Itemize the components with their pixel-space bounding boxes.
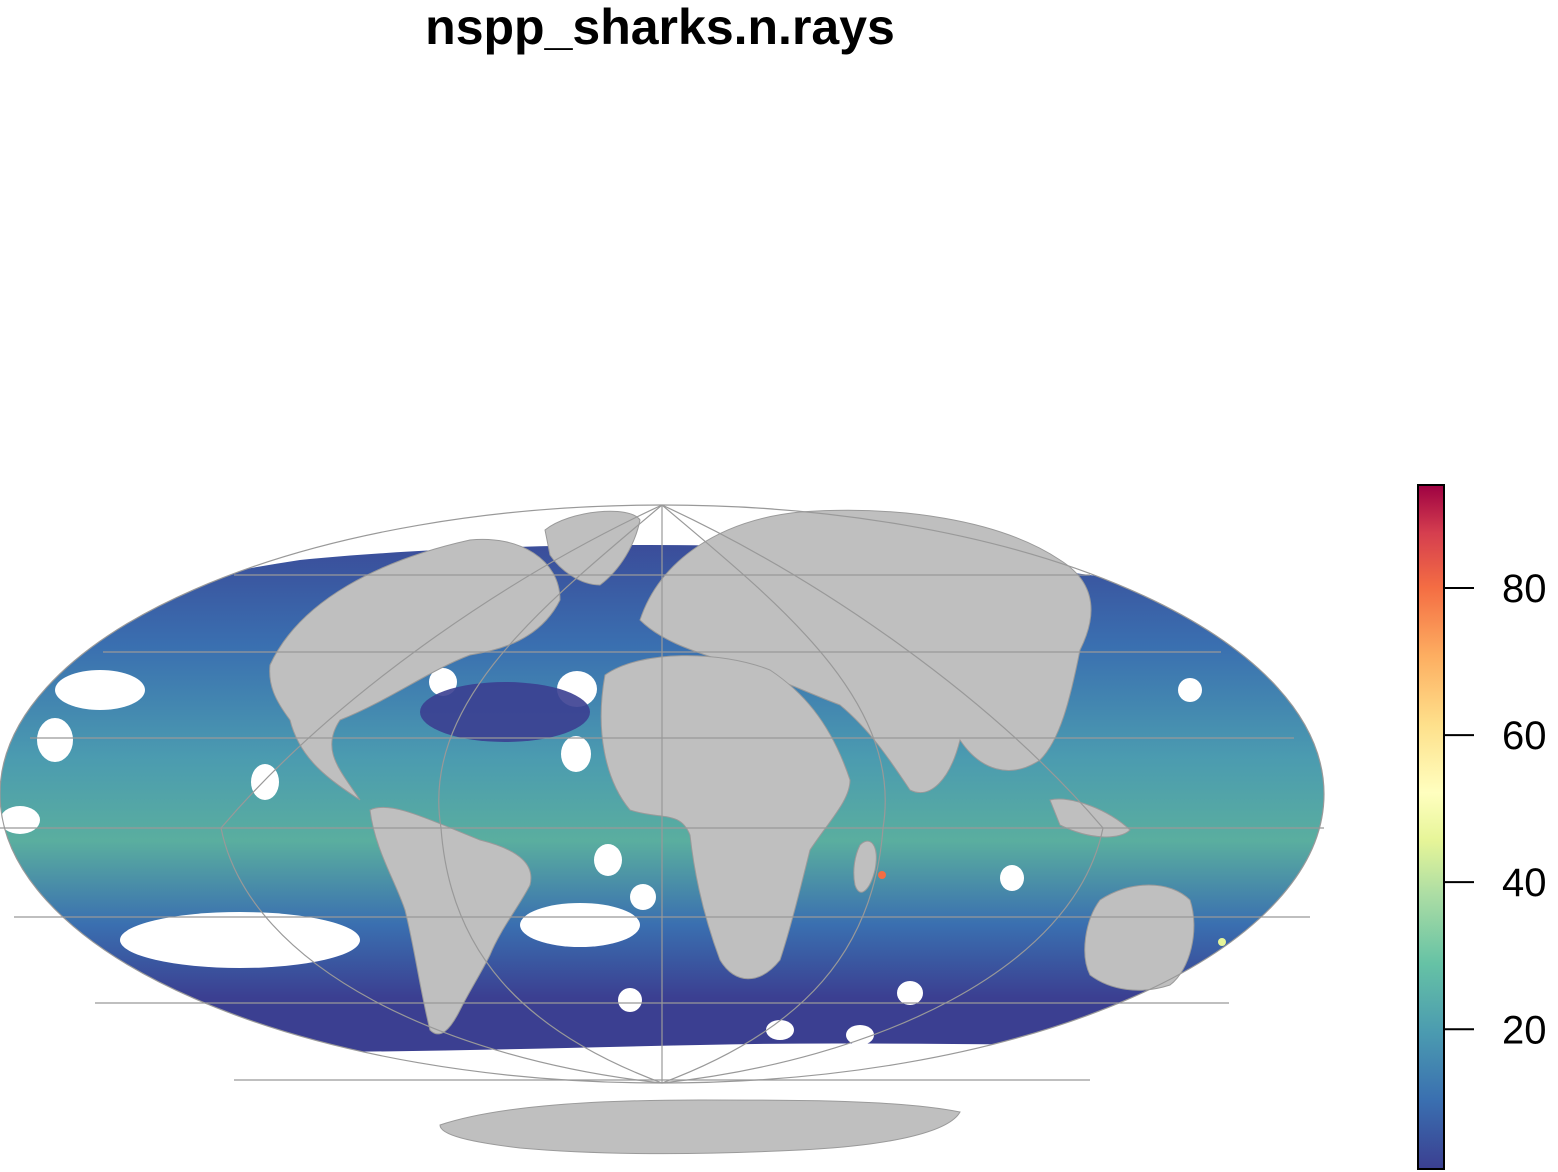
legend-tick-label: 20: [1502, 1008, 1547, 1052]
antarctica: [439, 1099, 961, 1155]
legend-ticks: 20 40 60 80: [1444, 567, 1547, 1052]
legend-tick-label: 80: [1502, 567, 1547, 611]
south-america: [369, 806, 532, 1035]
australia: [1084, 884, 1195, 991]
madagascar: [853, 840, 877, 893]
legend-tick-label: 40: [1502, 861, 1547, 905]
map-title: nspp_sharks.n.rays: [425, 0, 895, 55]
africa: [600, 655, 851, 980]
legend-tick-label: 60: [1502, 714, 1547, 758]
land-masses: [269, 509, 1195, 1155]
graticule: [0, 504, 1325, 1084]
legend-colorbar: [1417, 484, 1445, 1170]
north-america: [269, 538, 561, 801]
